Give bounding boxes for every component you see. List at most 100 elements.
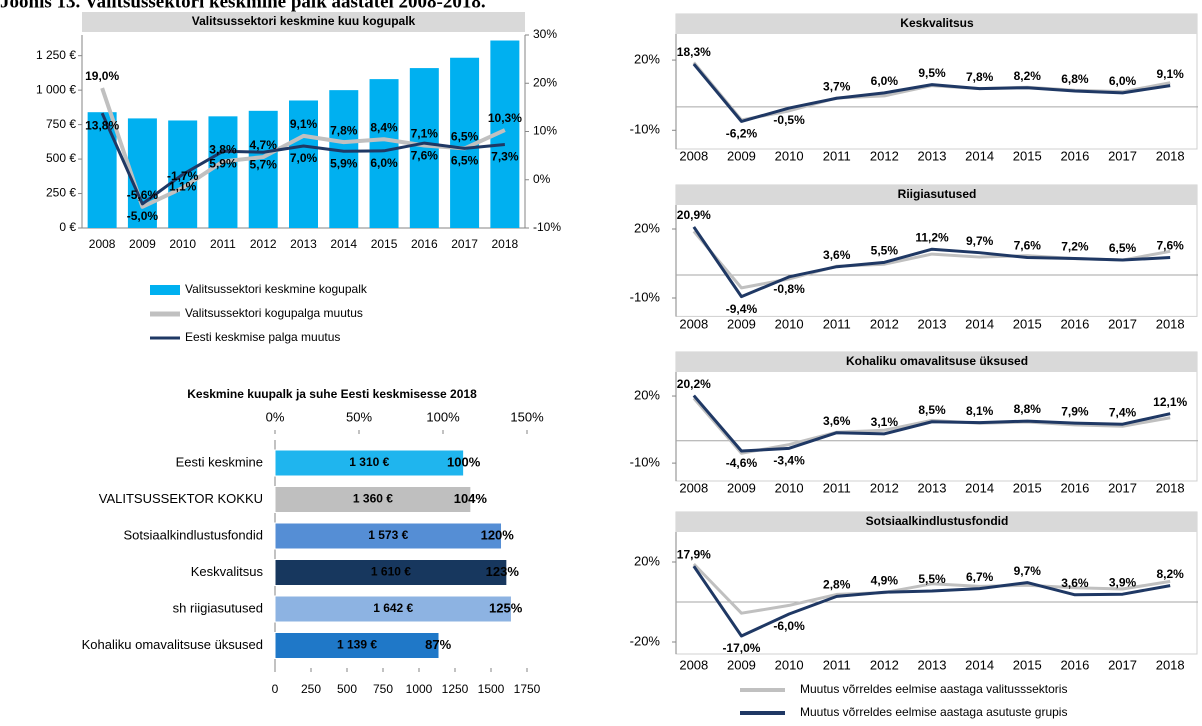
ratio-label: 120%: [481, 527, 515, 542]
data-label: 8,2%: [1014, 69, 1042, 83]
chart-title: Riigiasutused: [898, 187, 977, 201]
y-tick-label: -10%: [630, 289, 661, 304]
data-label: 18,3%: [677, 45, 711, 59]
x-tick-label: 1250: [442, 682, 469, 696]
y-tick-label: 250 €: [46, 186, 76, 200]
x-tick-label: 2012: [250, 237, 277, 251]
page-title: Joonis 13. Valitsussektori keskmine palk…: [0, 0, 486, 12]
data-label: 5,5%: [871, 244, 899, 258]
x-tick-label: 2016: [1060, 316, 1089, 331]
x-tick-label: 2017: [1108, 148, 1137, 163]
x2-tick-label: 50%: [346, 409, 372, 424]
data-label: 3,1%: [871, 415, 899, 429]
data-label: 7,2%: [1061, 240, 1089, 254]
y-tick-label: -10%: [630, 455, 661, 470]
data-label: 7,4%: [1109, 405, 1137, 419]
value-label: 1 610 €: [371, 565, 411, 579]
x-tick-label: 2008: [679, 480, 708, 495]
title-bar: [676, 14, 1197, 34]
data-label: -0,8%: [773, 282, 805, 296]
x-tick-label: 2009: [129, 237, 156, 251]
x-tick-label: 1000: [406, 682, 433, 696]
x2-tick-label: 150%: [510, 409, 544, 424]
data-label: -3,4%: [773, 454, 805, 468]
x-tick-label: 2010: [775, 480, 804, 495]
x-tick-label: 2018: [1156, 316, 1185, 331]
category-label: Sotsiaalkindlustusfondid: [124, 527, 263, 542]
x-tick-label: 2013: [918, 316, 947, 331]
data-label: -6,0%: [773, 619, 805, 633]
x-tick-label: 2018: [1156, 148, 1185, 163]
x2-tick-label: 0%: [266, 409, 285, 424]
data-label: 6,5%: [451, 130, 479, 144]
x2-tick-label: 100%: [426, 409, 460, 424]
x-tick-label: 750: [373, 682, 393, 696]
x-tick-label: 2009: [727, 148, 756, 163]
x-tick-label: 2013: [918, 148, 947, 163]
value-label: 1 139 €: [337, 638, 377, 652]
data-label: 5,9%: [209, 156, 237, 170]
bar: [289, 100, 318, 228]
data-label: 8,1%: [966, 404, 994, 418]
x-tick-label: 2017: [1108, 316, 1137, 331]
data-label: 13,8%: [85, 118, 119, 132]
data-label: 9,1%: [1157, 67, 1185, 81]
data-label: -0,5%: [773, 113, 805, 127]
y-tick-label: 20%: [634, 220, 660, 235]
bar: [274, 632, 440, 659]
y2-tick-label: 0%: [533, 172, 551, 186]
data-label: 6,5%: [1109, 241, 1137, 255]
data-label: 7,6%: [1157, 239, 1185, 253]
line: [100, 87, 506, 209]
bar: [369, 79, 399, 228]
bar: [274, 595, 512, 623]
data-label: 2,8%: [823, 578, 851, 592]
data-label: 6,0%: [1109, 74, 1137, 88]
data-label: 20,2%: [677, 377, 711, 391]
data-label: 8,8%: [1014, 402, 1042, 416]
title-bar: [676, 512, 1197, 532]
x-tick-label: 2012: [870, 480, 899, 495]
data-label: -9,4%: [726, 302, 758, 316]
x-tick-label: 2012: [870, 657, 899, 672]
x-tick-label: 2014: [965, 148, 994, 163]
x-tick-label: 2009: [727, 316, 756, 331]
y-tick-label: -20%: [630, 633, 661, 648]
x-tick-label: 2016: [411, 237, 438, 251]
x-tick-label: 2011: [823, 657, 851, 672]
x-tick-label: 2013: [918, 657, 947, 672]
ratio-label: 100%: [447, 454, 481, 469]
legend-label: Valitsussektori kogupalga muutus: [185, 306, 363, 320]
data-label: 8,4%: [370, 120, 398, 134]
x-tick-label: 500: [337, 682, 357, 696]
legend-swatch: [150, 285, 180, 295]
line: [692, 565, 1171, 638]
data-label: 20,9%: [677, 208, 711, 222]
y-tick-label: 1 000 €: [36, 82, 76, 96]
x-tick-label: 2016: [1060, 148, 1089, 163]
line: [692, 394, 1171, 453]
data-label: -1,7%: [167, 169, 199, 183]
x-tick-label: 2011: [823, 480, 851, 495]
category-label: Eesti keskmine: [176, 454, 263, 469]
data-label: 9,1%: [290, 117, 318, 131]
value-label: 1 642 €: [373, 601, 413, 615]
y-tick-label: -10%: [630, 122, 661, 137]
data-label: 7,8%: [330, 123, 358, 137]
data-label: 1,1%: [169, 180, 197, 194]
data-label: 9,5%: [918, 66, 946, 80]
category-label: sh riigiasutused: [173, 600, 263, 615]
data-label: 5,5%: [918, 572, 946, 586]
data-label: 3,6%: [823, 414, 851, 428]
data-label: 6,8%: [1061, 72, 1089, 86]
data-label: 6,0%: [370, 156, 398, 170]
value-label: 1 360 €: [353, 492, 393, 506]
title-bar: [676, 185, 1197, 205]
data-label: 11,2%: [915, 230, 949, 244]
x-tick-label: 2014: [965, 316, 994, 331]
legend-label: Muutus võrreldes eelmise aastaga valitus…: [800, 682, 1067, 696]
y-tick-label: 750 €: [46, 117, 76, 131]
category-label: Kohaliku omavalitsuse üksused: [82, 637, 263, 652]
data-label: 3,7%: [823, 79, 851, 93]
